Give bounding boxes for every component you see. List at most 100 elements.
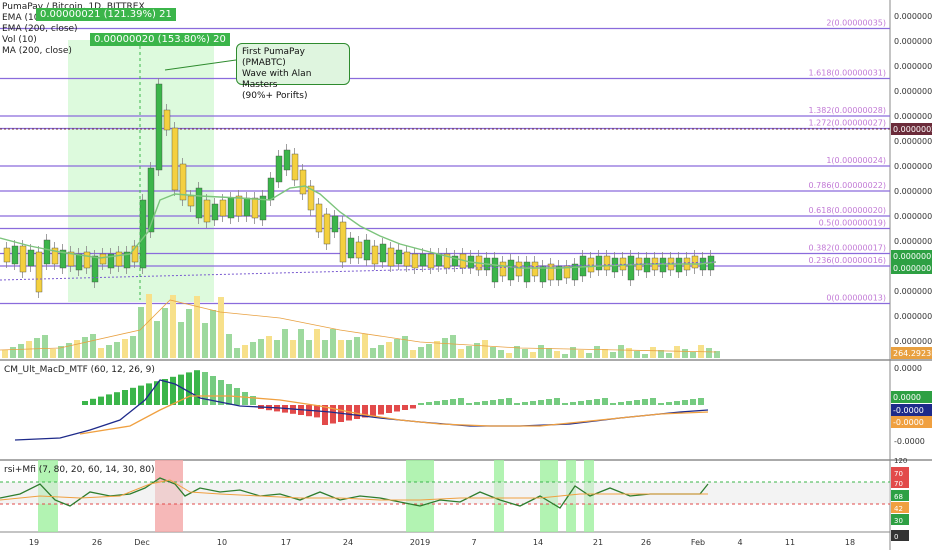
candle: [515, 261, 523, 277]
candle: [379, 243, 387, 263]
rsi-tag-bg: [891, 514, 909, 525]
macd-pane-title: CM_Ult_MacD_MTF (60, 12, 26, 9): [4, 365, 155, 375]
volume-bar: [330, 329, 336, 358]
volume-bar: [578, 350, 584, 358]
candle: [43, 239, 51, 265]
callout-line-3: (90%+ Porifts): [242, 91, 308, 101]
annotation-callout[interactable]: First PumaPay (PMABTC) Wave with Alan Ma…: [236, 43, 350, 101]
macd-tag-1: 0.0000: [893, 393, 921, 402]
price-tag-green-1-bg: [891, 250, 932, 262]
volume-bar: [610, 352, 616, 358]
price-axis-label: 0.00000030: [894, 87, 932, 96]
candle: [243, 197, 251, 217]
macd-histogram-bar: [594, 399, 600, 405]
fib-level-label: 0.382(0.00000017): [809, 244, 887, 253]
candle: [395, 249, 403, 265]
volume-bar: [82, 337, 88, 358]
macd-histogram-bar: [514, 403, 520, 405]
change-tag-top: 0.00000021 (121.39%) 21: [36, 8, 176, 21]
macd-histogram-bar: [434, 401, 440, 405]
fib-level-label: 0(0.00000013): [826, 294, 886, 303]
time-axis-label: 10: [217, 538, 227, 547]
macd-histogram-bar: [386, 405, 392, 413]
volume-bar: [210, 310, 216, 358]
candle: [51, 247, 59, 265]
candle: [131, 245, 139, 263]
macd-signal-line: [79, 395, 709, 435]
volume-bar: [642, 354, 648, 358]
volume-bar: [274, 340, 280, 358]
volume-bar: [474, 343, 480, 358]
volume-bar: [122, 339, 128, 358]
volume-ma-line: [0, 299, 717, 353]
macd-histogram-bar: [226, 384, 232, 405]
volume-bar: [218, 297, 224, 358]
candle: [283, 149, 291, 171]
candle: [435, 253, 443, 267]
candle: [35, 251, 43, 293]
volume-bar: [194, 296, 200, 358]
volume-bar: [178, 322, 184, 358]
volume-bar: [506, 353, 512, 358]
candle: [75, 253, 83, 271]
candle: [427, 253, 435, 269]
macd-histogram-bar: [330, 405, 336, 424]
volume-bar: [450, 335, 456, 358]
macd-histogram-bar: [570, 402, 576, 405]
volume-bar: [482, 340, 488, 358]
volume-bar: [338, 340, 344, 358]
macd-histogram-bar: [186, 372, 192, 405]
rsi-axis-tag: 30: [894, 517, 903, 525]
candle: [627, 255, 635, 281]
candle: [451, 255, 459, 267]
candle: [347, 237, 355, 259]
volume-bar: [186, 309, 192, 358]
macd-histogram-bar: [250, 396, 256, 405]
macd-tag-1-bg: [891, 391, 932, 403]
volume-bar: [50, 349, 56, 358]
volume-bar: [258, 339, 264, 358]
time-axis-label: 26: [641, 538, 651, 547]
time-axis-label: 4: [737, 538, 742, 547]
volume-bar: [522, 349, 528, 358]
rsi-tag-bg: [891, 467, 909, 478]
rsi-tag-bg: [891, 490, 909, 501]
volume-bar: [234, 348, 240, 358]
price-tag-green-1: 0.00000017: [893, 252, 932, 261]
candle: [299, 169, 307, 195]
price-axis-label: 0.00000018: [894, 237, 932, 246]
volume-bar: [442, 338, 448, 358]
volume-bar: [346, 340, 352, 358]
fib-level-label: 0.618(0.00000020): [809, 206, 887, 215]
volume-bar: [362, 334, 368, 358]
macd-histogram-bar: [354, 405, 360, 419]
macd-histogram-bar: [642, 399, 648, 405]
rsi-line: [0, 477, 709, 509]
macd-histogram-bar: [578, 401, 584, 405]
price-tag-green-2-bg: [891, 262, 932, 274]
volume-bar: [282, 329, 288, 358]
macd-axis-bottom: -0.0000: [894, 437, 925, 446]
candle: [691, 255, 699, 269]
volume-bar: [530, 352, 536, 358]
candle: [275, 155, 283, 183]
time-axis-label: Feb: [691, 538, 705, 547]
candle: [539, 265, 547, 283]
macd-histogram-bar: [658, 403, 664, 405]
macd-histogram-bar: [114, 392, 120, 405]
rsi-axis-tag: 0: [894, 533, 898, 541]
candle: [67, 251, 75, 267]
candle: [507, 259, 515, 281]
candle: [27, 249, 35, 267]
price-axis-label: 0.00000012: [894, 312, 932, 321]
macd-histogram-bar: [362, 405, 368, 418]
volume-bar: [394, 339, 400, 358]
candle: [99, 253, 107, 265]
volume-bar: [570, 347, 576, 358]
volume-bar: [586, 353, 592, 358]
candle: [403, 251, 411, 267]
macd-histogram-bar: [674, 401, 680, 405]
volume-bar: [466, 346, 472, 358]
price-axis-label: 0.00000024: [894, 162, 932, 171]
